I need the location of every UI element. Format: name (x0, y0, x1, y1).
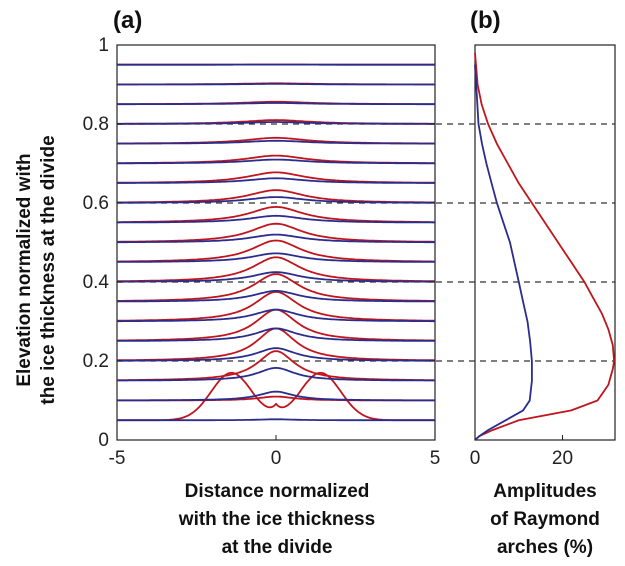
xtick-label-a-2: 5 (430, 448, 441, 469)
arch-line-red-6 (117, 273, 435, 302)
arch-line-blue-15 (117, 121, 435, 125)
panel-a-label: (a) (113, 7, 142, 34)
arch-line-blue-5 (117, 308, 435, 323)
ytick-label-1: 0.2 (83, 351, 109, 372)
ytick-label-0: 0 (98, 430, 109, 451)
panel-b-axes-frame (474, 44, 616, 441)
arch-line-blue-13 (117, 158, 435, 165)
xtick-label-b-0: 0 (470, 448, 481, 469)
panel-b-xlabel-line2: of Raymond (490, 509, 600, 530)
arch-line-blue-12 (117, 177, 435, 184)
arch-line-blue-3 (117, 347, 435, 362)
xtick-label-b-1: 20 (552, 448, 573, 469)
panel-b-plot-area (474, 52, 616, 441)
panel-a-ylabel-line2: the ice thickness at the divide (38, 135, 59, 404)
panel-a-xlabel-line1: Distance normalized (185, 481, 370, 502)
arch-line-blue-4 (117, 327, 435, 342)
arch-line-red-7 (117, 256, 435, 283)
amplitude-profile-red (474, 52, 616, 441)
ytick-label-5: 1 (98, 35, 109, 56)
ytick-label-3: 0.6 (83, 193, 109, 214)
arch-line-red-4 (116, 308, 436, 342)
arch-line-blue-10 (117, 214, 435, 224)
arch-line-blue-11 (117, 196, 435, 204)
arch-line-blue-6 (117, 290, 435, 303)
panel-b-label: (b) (470, 7, 501, 34)
arch-line-blue-2 (117, 366, 435, 382)
arch-line-red-9 (117, 222, 435, 243)
arch-line-blue-0 (117, 418, 435, 422)
panel-a-xlabel-line2: with the ice thickness (178, 509, 375, 530)
xtick-label-a-1: 0 (271, 448, 282, 469)
arch-line-blue-14 (117, 139, 435, 145)
arch-line-blue-17 (117, 83, 435, 86)
ytick-label-4: 0.8 (83, 114, 109, 135)
arch-line-red-3 (116, 327, 436, 362)
arch-line-red-10 (117, 205, 435, 223)
panel-b-xlabel-line1: Amplitudes (493, 481, 596, 502)
panel-b-xlabel-line3: arches (%) (497, 537, 593, 558)
arch-line-red-8 (117, 239, 435, 263)
panel-a-ylabel-line1: Elevation normalized with (14, 153, 35, 386)
arch-line-blue-8 (117, 252, 435, 263)
arch-line-blue-9 (117, 233, 435, 244)
panel-a-plot-area (116, 63, 436, 422)
arch-line-blue-16 (117, 102, 435, 106)
amplitude-profile-blue (474, 64, 533, 441)
xtick-label-a-0: -5 (109, 448, 126, 469)
arch-line-blue-7 (117, 271, 435, 283)
panel-a-xlabel-line3: at the divide (222, 537, 333, 558)
arch-line-red-2 (117, 350, 435, 381)
arch-line-red-5 (117, 290, 435, 322)
arch-line-blue-1 (117, 390, 435, 402)
panel-a-ylabel: Elevation normalized with the ice thickn… (14, 135, 59, 404)
axis-ticks: 00.20.40.60.81-5 0 5 0 20 (83, 35, 573, 469)
ytick-label-2: 0.4 (83, 272, 110, 293)
